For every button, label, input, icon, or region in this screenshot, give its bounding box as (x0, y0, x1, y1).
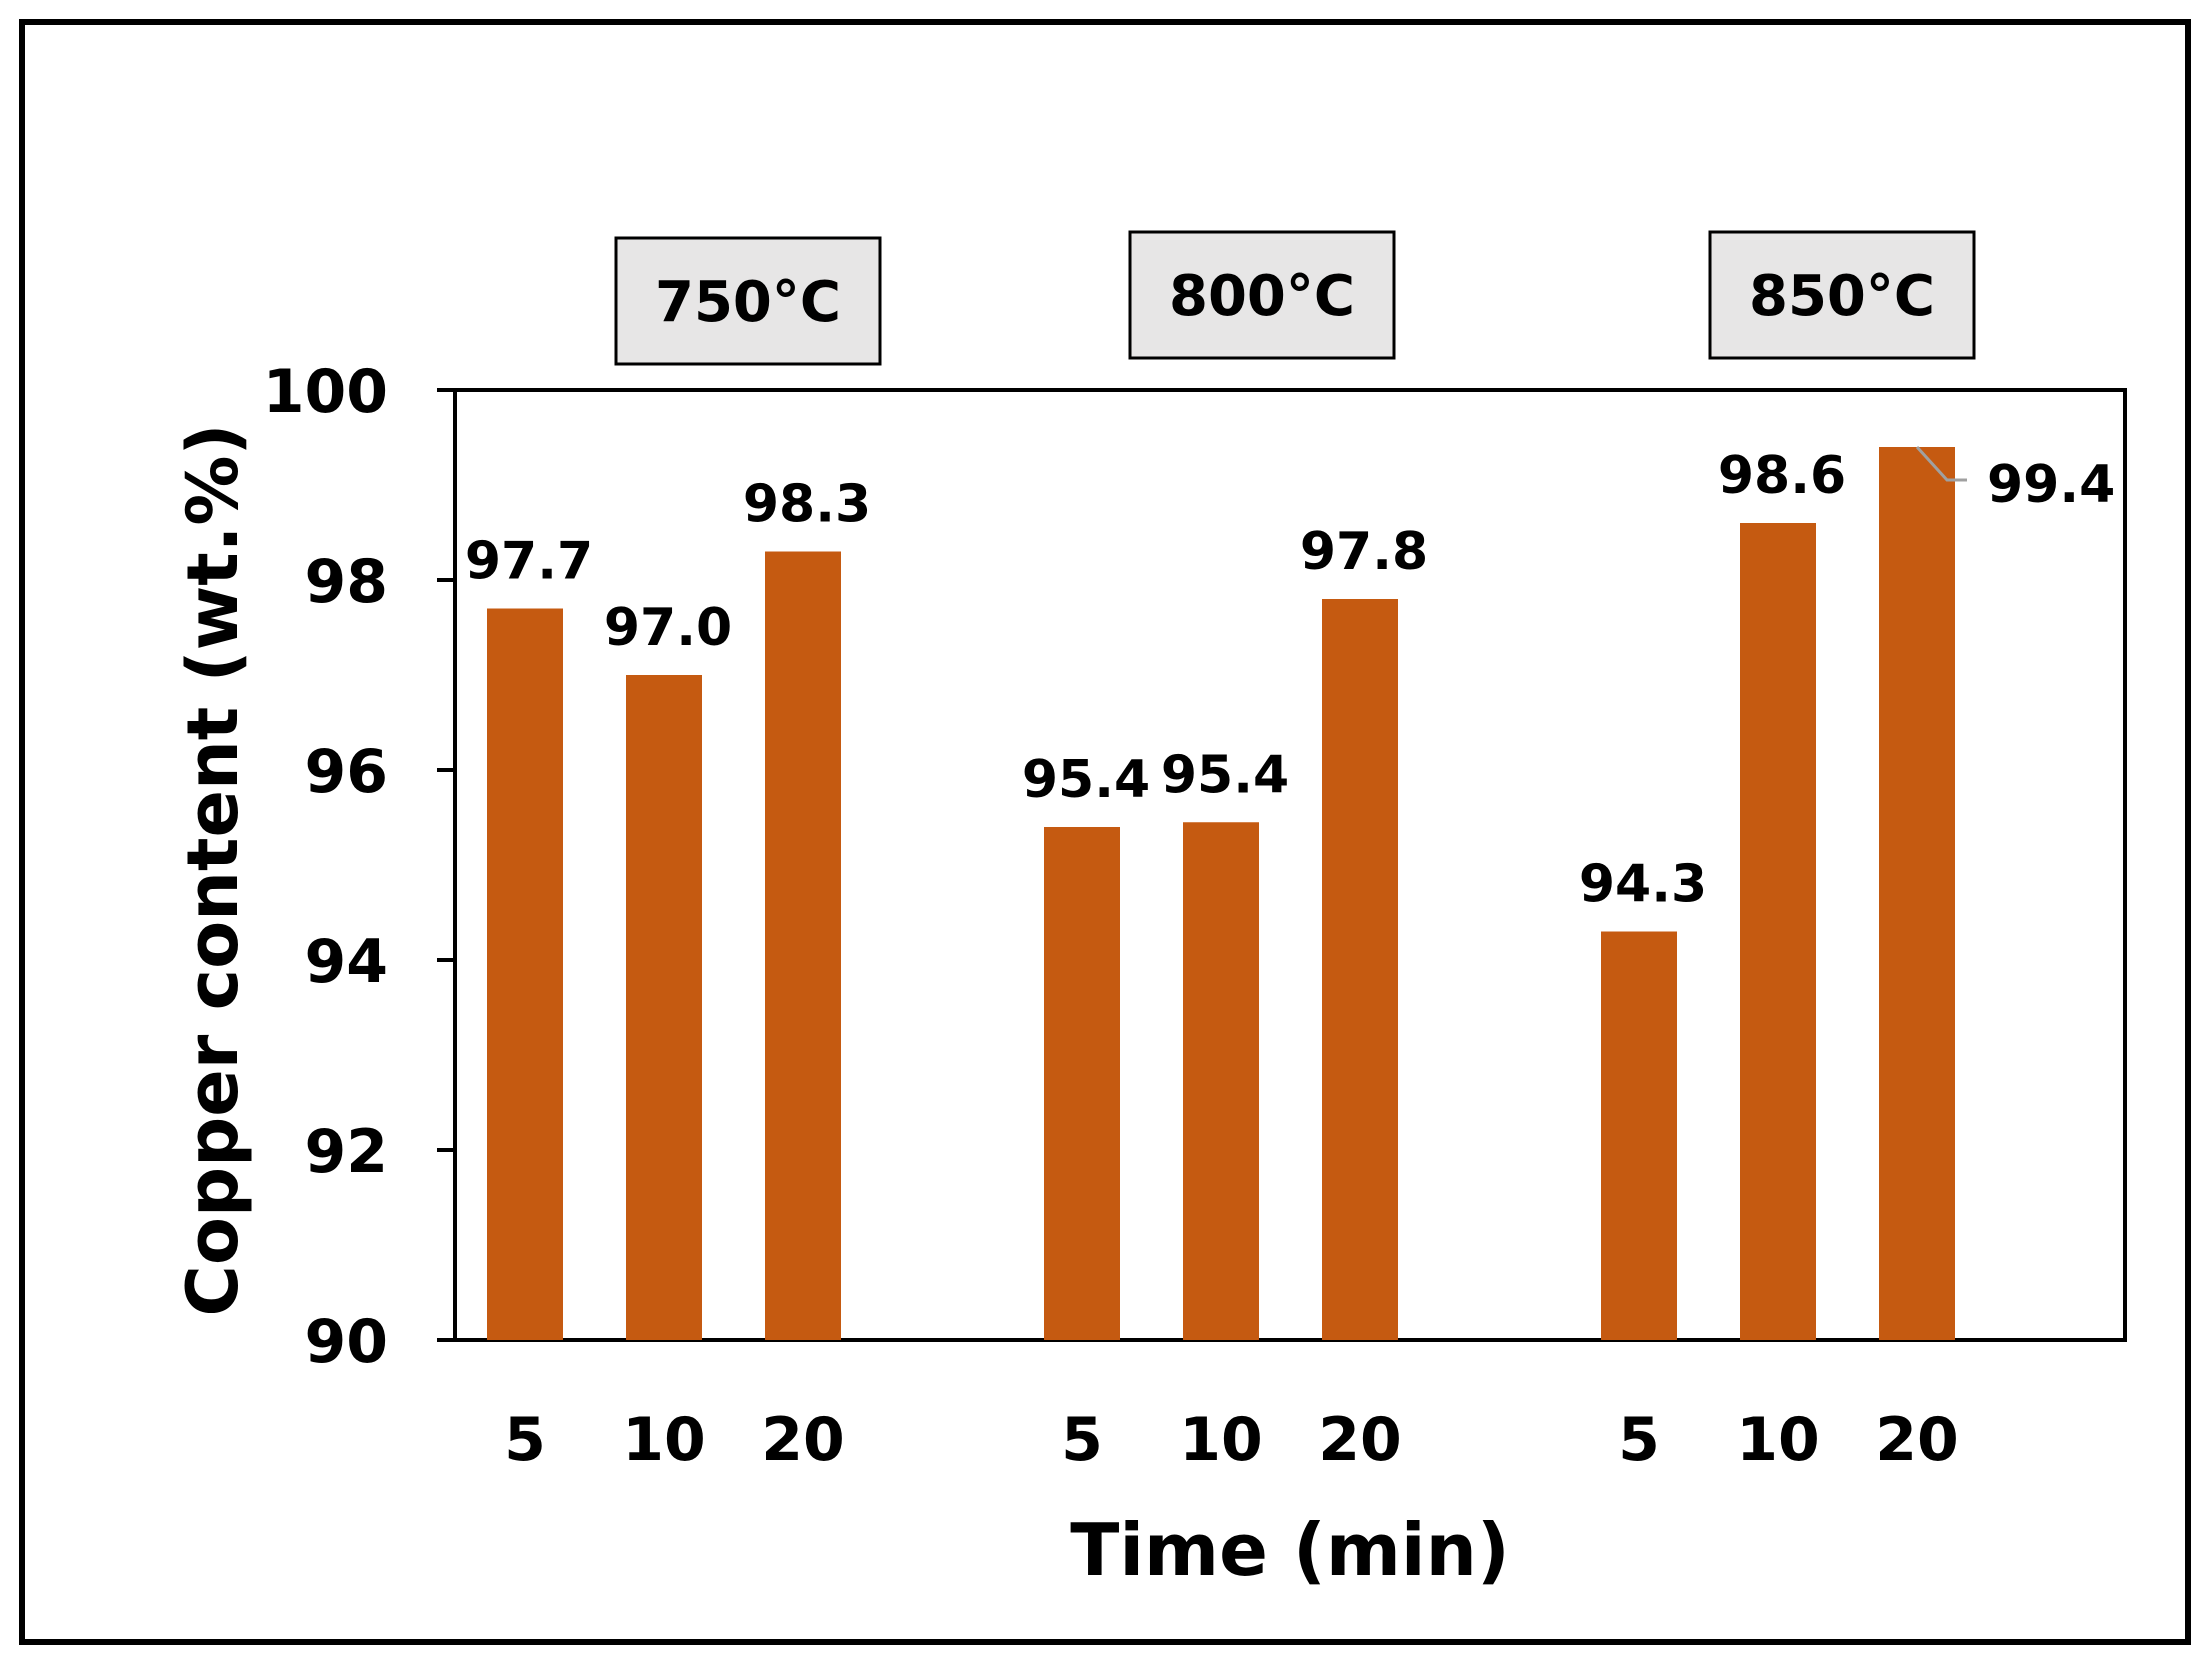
group-label-box (1128, 230, 1396, 360)
y-axis-label: Copper content (wt.%) (172, 424, 254, 1317)
y-tick-label: 92 (305, 1117, 389, 1187)
x-tick-label: 10 (1736, 1405, 1820, 1475)
x-axis-label: Time (min) (1070, 1508, 1510, 1592)
bar (1601, 931, 1677, 1340)
y-tick-label: 94 (305, 927, 389, 997)
bar (626, 675, 702, 1340)
data-label: 99.4 (1987, 455, 2115, 515)
group-label: 850°C (1749, 264, 1935, 329)
bar (1044, 827, 1120, 1340)
x-tick-label: 10 (1179, 1405, 1263, 1475)
data-label: 97.7 (465, 532, 593, 592)
group-label-box (1708, 230, 1976, 360)
y-tick-label: 90 (305, 1307, 389, 1377)
bar (487, 608, 563, 1340)
bar (1322, 599, 1398, 1340)
group-label: 750°C (655, 270, 841, 335)
plot-area-frame (453, 388, 2127, 1342)
group-label: 800°C (1169, 264, 1355, 329)
bar (1879, 447, 1955, 1340)
group-label-box (614, 236, 882, 366)
x-tick-label: 10 (622, 1405, 706, 1475)
x-tick-label: 20 (1318, 1405, 1402, 1475)
y-tick-label: 98 (305, 547, 389, 617)
bar (1183, 822, 1259, 1340)
data-label: 97.8 (1300, 522, 1428, 582)
bar (1740, 523, 1816, 1340)
data-label-leader-line (1915, 445, 1967, 482)
x-tick-label: 5 (504, 1405, 546, 1475)
x-tick-label: 20 (761, 1405, 845, 1475)
bar (765, 551, 841, 1340)
y-tick-label: 100 (263, 357, 388, 427)
data-label: 95.4 (1022, 750, 1150, 810)
data-label: 98.3 (743, 475, 871, 535)
y-tick-label: 96 (305, 737, 389, 807)
x-tick-label: 5 (1618, 1405, 1660, 1475)
data-label: 98.6 (1718, 446, 1846, 506)
x-tick-label: 5 (1061, 1405, 1103, 1475)
data-label: 94.3 (1579, 855, 1707, 915)
x-tick-label: 20 (1875, 1405, 1959, 1475)
data-label: 97.0 (604, 598, 732, 658)
data-label: 95.4 (1161, 745, 1289, 805)
